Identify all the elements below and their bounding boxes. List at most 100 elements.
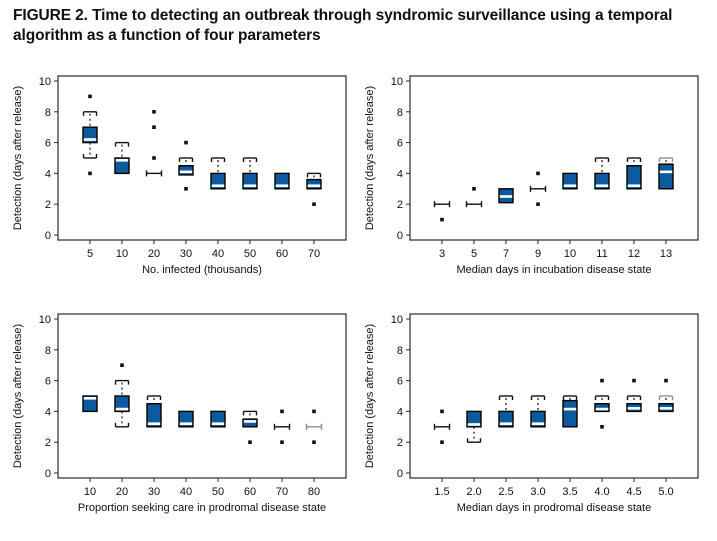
- outlier-point: [312, 202, 316, 206]
- outlier-point: [440, 409, 444, 414]
- x-axis-title: Proportion seeking care in prodromal dis…: [78, 502, 326, 514]
- x-tick-label: 20: [148, 248, 160, 260]
- y-tick-label: 10: [391, 314, 403, 326]
- y-tick-label: 6: [45, 376, 51, 388]
- x-tick-label: 30: [148, 486, 160, 498]
- x-tick-label: 9: [535, 248, 541, 260]
- x-tick-label: 20: [116, 486, 128, 498]
- box: [82, 395, 98, 413]
- outlier-point: [280, 409, 284, 414]
- y-tick-label: 6: [397, 376, 403, 388]
- plots-grid: 0 2 4 6 8 10 5 10 20 30 40 50 60 70 No. infected (thou…: [8, 60, 712, 532]
- y-tick-label: 0: [45, 468, 51, 480]
- outlier-point: [152, 156, 156, 160]
- y-axis-title: Detection (days after release): [364, 324, 376, 468]
- outlier-point: [440, 217, 444, 222]
- outlier-point: [664, 378, 668, 383]
- x-tick-label: 3.5: [562, 486, 577, 498]
- boxplot-top-left: 0 2 4 6 8 10 5 10 20 30 40 50 60 70 No. infected (thou…: [12, 75, 347, 276]
- x-tick-label: 40: [180, 486, 192, 498]
- x-tick-label: 2.0: [466, 486, 481, 498]
- y-tick-label: 8: [45, 345, 51, 357]
- x-tick-label: 3: [439, 248, 445, 260]
- box: [114, 157, 130, 175]
- x-tick-label: 70: [308, 248, 320, 260]
- y-axis-title: Detection (days after release): [364, 86, 376, 230]
- outlier-point: [88, 94, 92, 99]
- plot-frame: [57, 75, 347, 241]
- x-tick-label: 60: [276, 248, 288, 260]
- outlier-point: [184, 140, 188, 145]
- y-tick-label: 2: [45, 199, 51, 211]
- box: [594, 402, 610, 413]
- y-tick-label: 4: [45, 406, 51, 418]
- y-tick-label: 8: [397, 345, 403, 357]
- y-tick-label: 4: [45, 168, 51, 180]
- outlier-point: [120, 363, 124, 367]
- x-tick-label: 1.5: [434, 486, 449, 498]
- x-tick-label: 10: [564, 248, 576, 260]
- x-tick-label: 2.5: [498, 486, 513, 498]
- outlier-point: [152, 125, 156, 129]
- y-tick-label: 4: [397, 168, 403, 180]
- outlier-point: [312, 440, 316, 444]
- y-tick-label: 2: [397, 437, 403, 449]
- x-tick-label: 4.5: [626, 486, 641, 498]
- x-tick-label: 7: [503, 248, 509, 260]
- y-tick-label: 6: [45, 138, 51, 150]
- outlier-point: [88, 171, 92, 176]
- box: [466, 410, 482, 428]
- y-tick-label: 10: [39, 314, 51, 326]
- x-tick-label: 13: [660, 248, 672, 260]
- outlier-point: [472, 187, 476, 191]
- x-tick-label: 80: [308, 486, 320, 498]
- plot-frame: [57, 313, 347, 479]
- outlier-point: [632, 378, 636, 383]
- y-tick-label: 10: [39, 76, 51, 88]
- x-tick-label: 11: [596, 248, 607, 260]
- x-tick-label: 50: [212, 486, 224, 498]
- x-axis-title: No. infected (thousands): [142, 264, 262, 276]
- outlier-point: [536, 171, 540, 176]
- x-axis-title: Median days in incubation disease state: [456, 264, 651, 276]
- y-tick-label: 4: [397, 406, 403, 418]
- box: [626, 164, 642, 190]
- y-axis-title: Detection (days after release): [12, 86, 24, 230]
- box: [306, 178, 322, 190]
- outlier-point: [536, 202, 540, 206]
- x-tick-label: 5.0: [658, 486, 673, 498]
- y-tick-label: 10: [391, 76, 403, 88]
- box: [178, 164, 194, 176]
- box: [562, 399, 578, 428]
- x-tick-label: 3.0: [530, 486, 545, 498]
- x-tick-label: 5: [87, 248, 93, 260]
- x-tick-label: 60: [244, 486, 256, 498]
- boxplot-bottom-right: 0 2 4 6 8 10 1.5 2.0 2.5 3.0 3.5 4.0 4.5 5.0 Median da…: [364, 313, 699, 514]
- x-axis-title: Median days in prodromal disease state: [457, 502, 651, 514]
- x-tick-label: 10: [116, 248, 128, 260]
- y-axis-title: Detection (days after release): [12, 324, 24, 468]
- x-tick-label: 40: [212, 248, 224, 260]
- y-tick-label: 6: [397, 138, 403, 150]
- boxplot-top-right: 0 2 4 6 8 10 3 5 7 9 10 11 12 13 Median days in incuba…: [364, 75, 699, 276]
- x-tick-label: 50: [244, 248, 256, 260]
- box: [658, 163, 674, 190]
- plot-frame: [409, 75, 699, 241]
- outlier-point: [184, 187, 188, 191]
- outlier-point: [440, 440, 444, 444]
- x-tick-label: 10: [84, 486, 96, 498]
- x-tick-label: 5: [471, 248, 477, 260]
- plot-frame: [409, 313, 699, 479]
- outlier-point: [248, 440, 252, 444]
- outlier-point: [600, 425, 604, 429]
- y-tick-label: 0: [45, 230, 51, 242]
- y-tick-label: 8: [397, 107, 403, 119]
- x-tick-label: 30: [180, 248, 192, 260]
- boxplot-bottom-left: 0 2 4 6 8 10 10 20 30 40 50 60 70 80 Proportion seekin…: [12, 313, 347, 514]
- outlier-point: [280, 440, 284, 444]
- outlier-point: [152, 110, 156, 114]
- box: [114, 395, 130, 413]
- outlier-point: [312, 409, 316, 414]
- y-tick-label: 0: [397, 230, 403, 242]
